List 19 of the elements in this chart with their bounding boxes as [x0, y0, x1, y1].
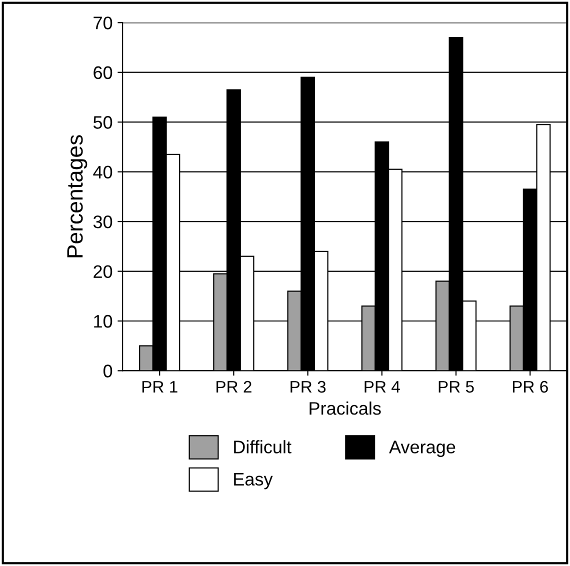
- y-tick-label: 60: [94, 66, 112, 80]
- y-tick-label: 30: [93, 215, 112, 228]
- x-tick-label: PR 5: [438, 381, 474, 393]
- legend-label: Average: [389, 440, 456, 457]
- x-tick-label: PR 3: [290, 380, 326, 393]
- x-axis-title: Pracicals: [310, 402, 381, 415]
- x-tick-label: PR 4: [364, 381, 400, 393]
- x-tick-label: PR 6: [512, 380, 548, 393]
- legend-label: Difficult: [234, 440, 292, 454]
- x-tick-label: PR 1: [142, 381, 178, 393]
- y-tick-label: 40: [93, 166, 112, 179]
- x-tick-label: PR 2: [216, 380, 252, 393]
- y-tick-label: 0: [103, 364, 112, 378]
- y-tick-label: 70: [94, 16, 112, 30]
- y-tick-label: 20: [94, 265, 112, 278]
- legend-label: Easy: [234, 473, 273, 490]
- y-tick-label: 50: [93, 116, 112, 129]
- y-axis-title: Percentages: [67, 135, 88, 258]
- y-tick-label: 10: [94, 314, 112, 328]
